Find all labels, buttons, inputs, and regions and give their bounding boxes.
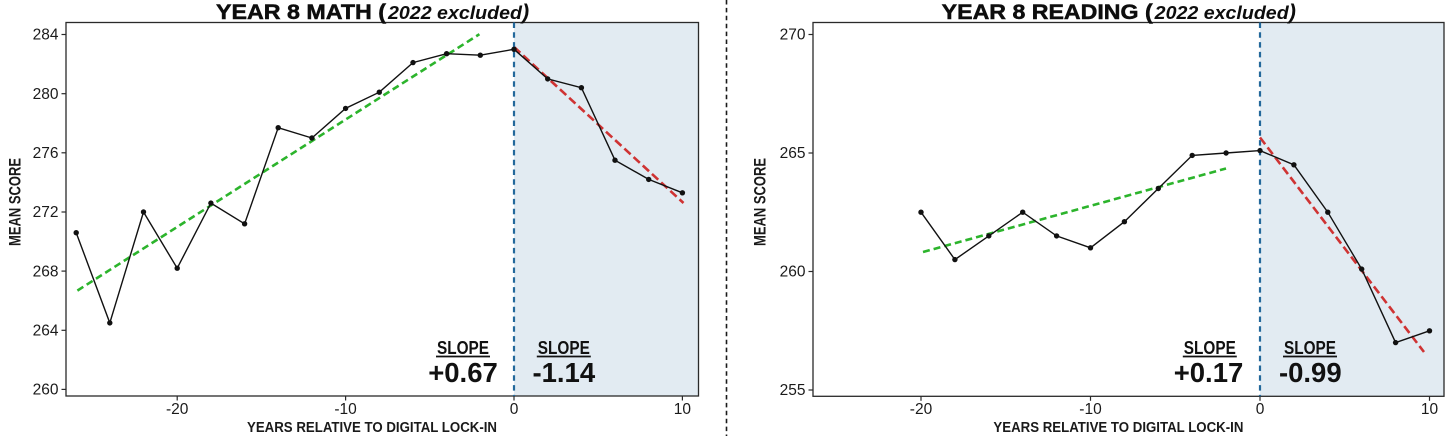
svg-text:MEAN SCORE: MEAN SCORE: [752, 158, 770, 246]
svg-text:+0.17: +0.17: [1174, 357, 1244, 388]
svg-text:YEAR 8 MATH (2022 excluded): YEAR 8 MATH (2022 excluded): [216, 0, 529, 24]
svg-text:260: 260: [33, 382, 59, 399]
svg-text:0: 0: [1256, 401, 1265, 418]
svg-text:SLOPE: SLOPE: [437, 338, 489, 358]
svg-text:-20: -20: [910, 401, 933, 418]
svg-text:276: 276: [33, 145, 59, 162]
svg-text:280: 280: [33, 86, 59, 103]
svg-text:SLOPE: SLOPE: [1184, 338, 1236, 358]
svg-text:SLOPE: SLOPE: [1284, 338, 1336, 358]
svg-text:270: 270: [780, 27, 806, 44]
svg-text:-20: -20: [166, 401, 189, 418]
svg-text:-10: -10: [334, 401, 357, 418]
svg-text:10: 10: [1421, 401, 1439, 418]
svg-text:MEAN SCORE: MEAN SCORE: [7, 158, 25, 246]
svg-text:264: 264: [33, 323, 59, 340]
svg-text:284: 284: [33, 27, 59, 44]
svg-text:268: 268: [33, 263, 59, 280]
svg-text:YEARS RELATIVE TO DIGITAL LOCK: YEARS RELATIVE TO DIGITAL LOCK-IN: [247, 420, 497, 436]
svg-text:SLOPE: SLOPE: [538, 338, 590, 358]
svg-text:272: 272: [33, 204, 59, 221]
svg-text:265: 265: [780, 145, 806, 162]
svg-text:YEARS RELATIVE TO DIGITAL LOCK: YEARS RELATIVE TO DIGITAL LOCK-IN: [993, 420, 1243, 436]
svg-text:YEAR 8 READING (2022 excluded): YEAR 8 READING (2022 excluded): [942, 0, 1296, 24]
svg-text:-10: -10: [1079, 401, 1102, 418]
svg-text:0: 0: [510, 401, 519, 418]
svg-text:10: 10: [674, 401, 692, 418]
svg-text:-0.99: -0.99: [1279, 357, 1342, 388]
svg-text:-1.14: -1.14: [532, 357, 595, 388]
svg-text:+0.67: +0.67: [428, 357, 498, 388]
svg-text:255: 255: [780, 382, 806, 399]
svg-text:260: 260: [780, 264, 806, 281]
